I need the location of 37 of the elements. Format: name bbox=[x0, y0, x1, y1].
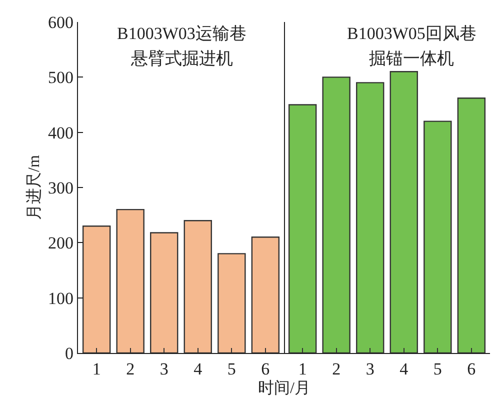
x-tick-label: 4 bbox=[194, 360, 203, 379]
bar bbox=[356, 82, 384, 353]
x-tick-label: 1 bbox=[298, 360, 307, 379]
bar bbox=[288, 104, 317, 353]
bar bbox=[457, 98, 486, 353]
x-tick-label: 2 bbox=[332, 360, 341, 379]
x-tick-label: 2 bbox=[126, 360, 135, 379]
bar bbox=[184, 220, 212, 353]
bar bbox=[424, 120, 452, 353]
bar bbox=[218, 253, 246, 353]
y-tick-label: 0 bbox=[64, 344, 74, 363]
y-tick-label: 100 bbox=[48, 288, 74, 308]
bar bbox=[116, 208, 144, 353]
annotation: B1003W03运输巷 bbox=[117, 24, 246, 43]
annotation: B1003W05回风巷 bbox=[347, 24, 476, 43]
x-tick-label: 5 bbox=[227, 360, 236, 379]
x-tick-label: 3 bbox=[366, 360, 374, 379]
y-tick-label: 500 bbox=[48, 68, 74, 88]
y-tick-label: 300 bbox=[48, 178, 74, 198]
x-tick-label: 6 bbox=[467, 360, 476, 379]
x-axis-title: 时间/月 bbox=[258, 379, 310, 397]
bar bbox=[322, 76, 350, 353]
annotation: 悬臂式掘进机 bbox=[130, 49, 233, 68]
y-tick-label: 600 bbox=[48, 12, 74, 32]
bar bbox=[150, 232, 178, 353]
bar bbox=[251, 236, 280, 353]
bar bbox=[390, 71, 418, 353]
y-axis-title: 月进尺/m bbox=[24, 154, 43, 220]
x-tick-label: 3 bbox=[160, 360, 168, 379]
x-tick-label: 1 bbox=[92, 360, 101, 379]
bar bbox=[82, 226, 111, 353]
y-tick-label: 200 bbox=[48, 234, 74, 253]
y-tick-label: 400 bbox=[48, 123, 74, 142]
x-tick-label: 4 bbox=[400, 360, 409, 379]
x-tick-label: 5 bbox=[433, 360, 442, 379]
x-tick-label: 6 bbox=[261, 360, 270, 379]
annotation: 掘锚一体机 bbox=[369, 49, 454, 68]
